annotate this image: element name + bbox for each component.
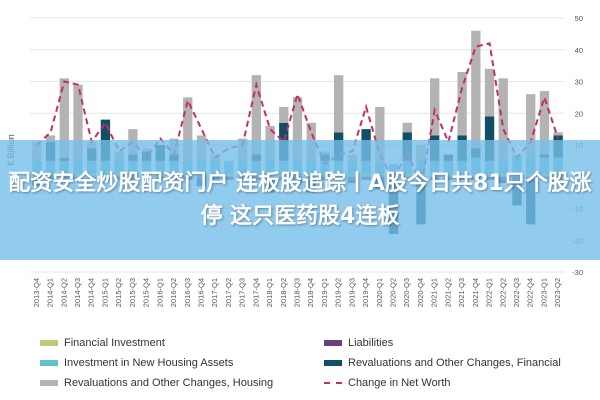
x-tick-label: 2016-Q3 — [183, 278, 192, 307]
bar-segment — [430, 78, 440, 136]
legend-dash — [324, 382, 342, 384]
legend-label: Financial Investment — [64, 337, 165, 349]
legend-label: Revaluations and Other Changes, Housing — [64, 377, 274, 389]
x-axis-ticks: 2013-Q4 2014-Q1 2014-Q2 2014-Q3 2014-Q4 2015-… — [32, 278, 562, 307]
legend-swatch — [324, 360, 342, 366]
x-tick-label: 2014-Q2 — [59, 278, 68, 307]
y-tick-label: -30 — [572, 268, 583, 277]
legend: Financial Investment Liabilities Investm… — [0, 330, 600, 400]
x-tick-label: 2019-Q4 — [361, 278, 370, 307]
x-tick-label: 2017-Q4 — [251, 278, 260, 307]
x-tick-label: 2015-Q1 — [100, 278, 109, 307]
x-tick-label: 2021-Q3 — [457, 278, 466, 307]
x-tick-label: 2017-Q1 — [210, 278, 219, 307]
x-tick-label: 2022-Q4 — [526, 278, 535, 307]
bar-segment — [457, 71, 467, 136]
x-tick-label: 2018-Q3 — [293, 278, 302, 307]
x-tick-label: 2016-Q4 — [196, 278, 205, 307]
x-tick-label: 2020-Q4 — [416, 278, 425, 307]
bar-segment — [526, 94, 536, 158]
x-tick-label: 2022-Q2 — [498, 278, 507, 307]
x-tick-label: 2018-Q1 — [265, 278, 274, 307]
bar-segment — [484, 68, 495, 117]
legend-swatch — [40, 360, 58, 366]
x-tick-label: 2014-Q3 — [73, 278, 82, 307]
x-tick-label: 2019-Q3 — [347, 278, 356, 307]
legend-label: Liabilities — [348, 337, 394, 349]
bar-segment — [553, 132, 563, 136]
x-tick-label: 2020-Q1 — [375, 278, 384, 307]
legend-swatch — [324, 340, 342, 346]
x-tick-label: 2015-Q4 — [142, 278, 151, 307]
x-tick-label: 2021-Q4 — [471, 278, 480, 307]
x-tick-label: 2013-Q4 — [32, 278, 41, 307]
bar-segment — [471, 30, 481, 149]
x-tick-label: 2018-Q2 — [279, 278, 288, 307]
x-tick-label: 2016-Q2 — [169, 278, 178, 307]
bar-segment — [333, 75, 344, 133]
x-tick-label: 2023-Q2 — [553, 278, 562, 307]
legend-label: Change in Net Worth — [348, 377, 451, 389]
legend-item-new-housing: Investment in New Housing Assets — [40, 357, 233, 369]
bar-segment — [484, 116, 495, 161]
bar-segment — [279, 106, 289, 123]
x-tick-label: 2021-Q1 — [430, 278, 439, 307]
x-tick-label: 2022-Q3 — [512, 278, 521, 307]
legend-item-financial-investment: Financial Investment — [40, 337, 165, 349]
x-tick-label: 2022-Q1 — [485, 278, 494, 307]
x-tick-label: 2017-Q2 — [224, 278, 233, 307]
y-tick-label: 20 — [575, 109, 583, 118]
x-tick-label: 2014-Q4 — [87, 278, 96, 307]
bar-segment — [375, 106, 385, 165]
bar-segment — [292, 97, 303, 161]
bar-segment — [59, 78, 69, 158]
bar-segment — [183, 97, 193, 161]
bar-segment — [73, 84, 83, 161]
x-tick-label: 2020-Q2 — [389, 278, 398, 307]
y-tick-label: 40 — [575, 46, 583, 55]
x-tick-label: 2016-Q1 — [155, 278, 164, 307]
bar-segment — [539, 91, 550, 155]
legend-item-liabilities: Liabilities — [324, 337, 393, 349]
bar-segment — [251, 75, 262, 155]
legend-swatch — [40, 340, 58, 346]
headline-text: 配资安全炒股配资门户 连板股追踪丨A股今日共81只个股涨停 这只医药股4连板 — [8, 171, 592, 229]
x-tick-label: 2018-Q4 — [306, 278, 315, 307]
x-tick-label: 2019-Q1 — [320, 278, 329, 307]
x-tick-label: 2020-Q3 — [402, 278, 411, 307]
bar-segment — [402, 122, 412, 133]
legend-label: Investment in New Housing Assets — [64, 357, 234, 369]
y-tick-label: 50 — [575, 14, 583, 23]
x-tick-label: 2015-Q3 — [128, 278, 137, 307]
legend-label: Revaluations and Other Changes, Financia… — [348, 357, 561, 369]
headline-banner: 配资安全炒股配资门户 连板股追踪丨A股今日共81只个股涨停 这只医药股4连板 — [0, 140, 600, 260]
x-tick-label: 2023-Q1 — [539, 278, 548, 307]
x-tick-label: 2021-Q2 — [443, 278, 452, 307]
legend-item-change-in-net-worth: Change in Net Worth — [324, 377, 451, 389]
legend-item-revaluations-financial: Revaluations and Other Changes, Financia… — [324, 357, 561, 369]
legend-swatch — [40, 380, 58, 386]
x-tick-label: 2015-Q2 — [114, 278, 123, 307]
legend-item-revaluations-housing: Revaluations and Other Changes, Housing — [40, 377, 273, 389]
x-tick-label: 2017-Q3 — [238, 278, 247, 307]
y-tick-label: 30 — [575, 78, 583, 87]
x-tick-label: 2019-Q2 — [334, 278, 343, 307]
bar-segment — [45, 135, 56, 142]
x-tick-label: 2014-Q1 — [46, 278, 55, 307]
bar-segment — [498, 78, 508, 161]
